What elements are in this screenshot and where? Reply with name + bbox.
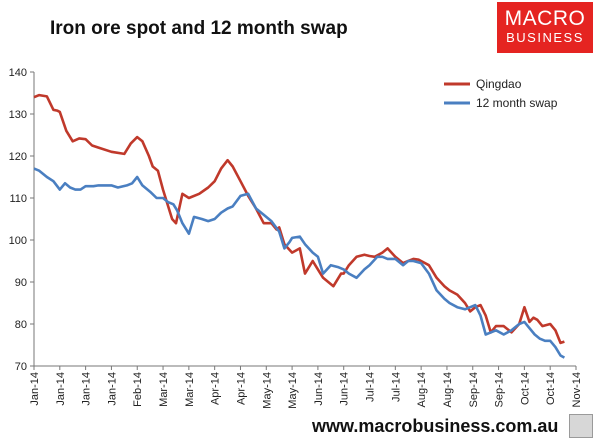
x-axis: Jan-14 Jan-14 Jan-14 Jan-14 Feb-14 Mar-14 Mar-… xyxy=(29,365,583,409)
series-lines xyxy=(33,93,566,359)
footer-url: www.macrobusiness.com.au xyxy=(312,416,559,436)
x-tick-label: Aug-14 xyxy=(416,372,428,407)
x-tick-label: Apr-14 xyxy=(235,372,247,405)
y-tick-label: 130 xyxy=(9,109,27,121)
x-tick-label: Jan-14 xyxy=(55,372,67,406)
x-tick-label: Oct-14 xyxy=(545,372,557,405)
logo-line-1: MACRO xyxy=(504,7,586,30)
x-tick-label: Feb-14 xyxy=(132,372,144,407)
legend-label: 12 month swap xyxy=(476,96,558,110)
legend-label: Qingdao xyxy=(476,77,522,91)
x-tick-label: Sep-14 xyxy=(468,372,480,407)
x-tick-label: May-14 xyxy=(287,372,299,409)
series-line-qingdao xyxy=(33,93,565,345)
wolf-logo-icon xyxy=(569,414,593,438)
y-tick-label: 90 xyxy=(15,277,27,289)
x-tick-label: Jun-14 xyxy=(339,372,351,406)
x-tick-label: Jul-14 xyxy=(390,372,402,402)
x-tick-label: Oct-14 xyxy=(519,372,531,405)
macrobusiness-logo: MACRO BUSINESS xyxy=(497,2,593,53)
legend: Qingdao 12 month swap xyxy=(444,77,558,110)
x-tick-label: Jan-14 xyxy=(106,372,118,406)
series-line-12-month-swap xyxy=(33,167,566,359)
x-tick-label: Aug-14 xyxy=(442,372,454,407)
chart-title: Iron ore spot and 12 month swap xyxy=(50,18,348,39)
x-tick-label: Sep-14 xyxy=(494,372,506,407)
y-tick-label: 100 xyxy=(9,235,27,247)
y-axis: 70 80 90 100 110 120 130 140 xyxy=(9,67,35,373)
y-tick-label: 120 xyxy=(9,151,27,163)
x-tick-label: Apr-14 xyxy=(210,372,222,405)
x-tick-label: Nov-14 xyxy=(571,372,583,407)
x-tick-label: Mar-14 xyxy=(184,372,196,407)
x-tick-label: Jan-14 xyxy=(29,372,41,406)
logo-line-2: BUSINESS xyxy=(506,30,584,45)
y-tick-label: 140 xyxy=(9,67,27,79)
y-tick-label: 70 xyxy=(15,361,27,373)
x-tick-label: Jul-14 xyxy=(365,372,377,402)
y-tick-label: 110 xyxy=(9,193,27,205)
y-tick-label: 80 xyxy=(15,319,27,331)
x-tick-label: May-14 xyxy=(261,372,273,409)
x-tick-label: Jan-14 xyxy=(81,372,93,406)
x-tick-label: Mar-14 xyxy=(158,372,170,407)
x-tick-label: Jun-14 xyxy=(313,372,325,406)
